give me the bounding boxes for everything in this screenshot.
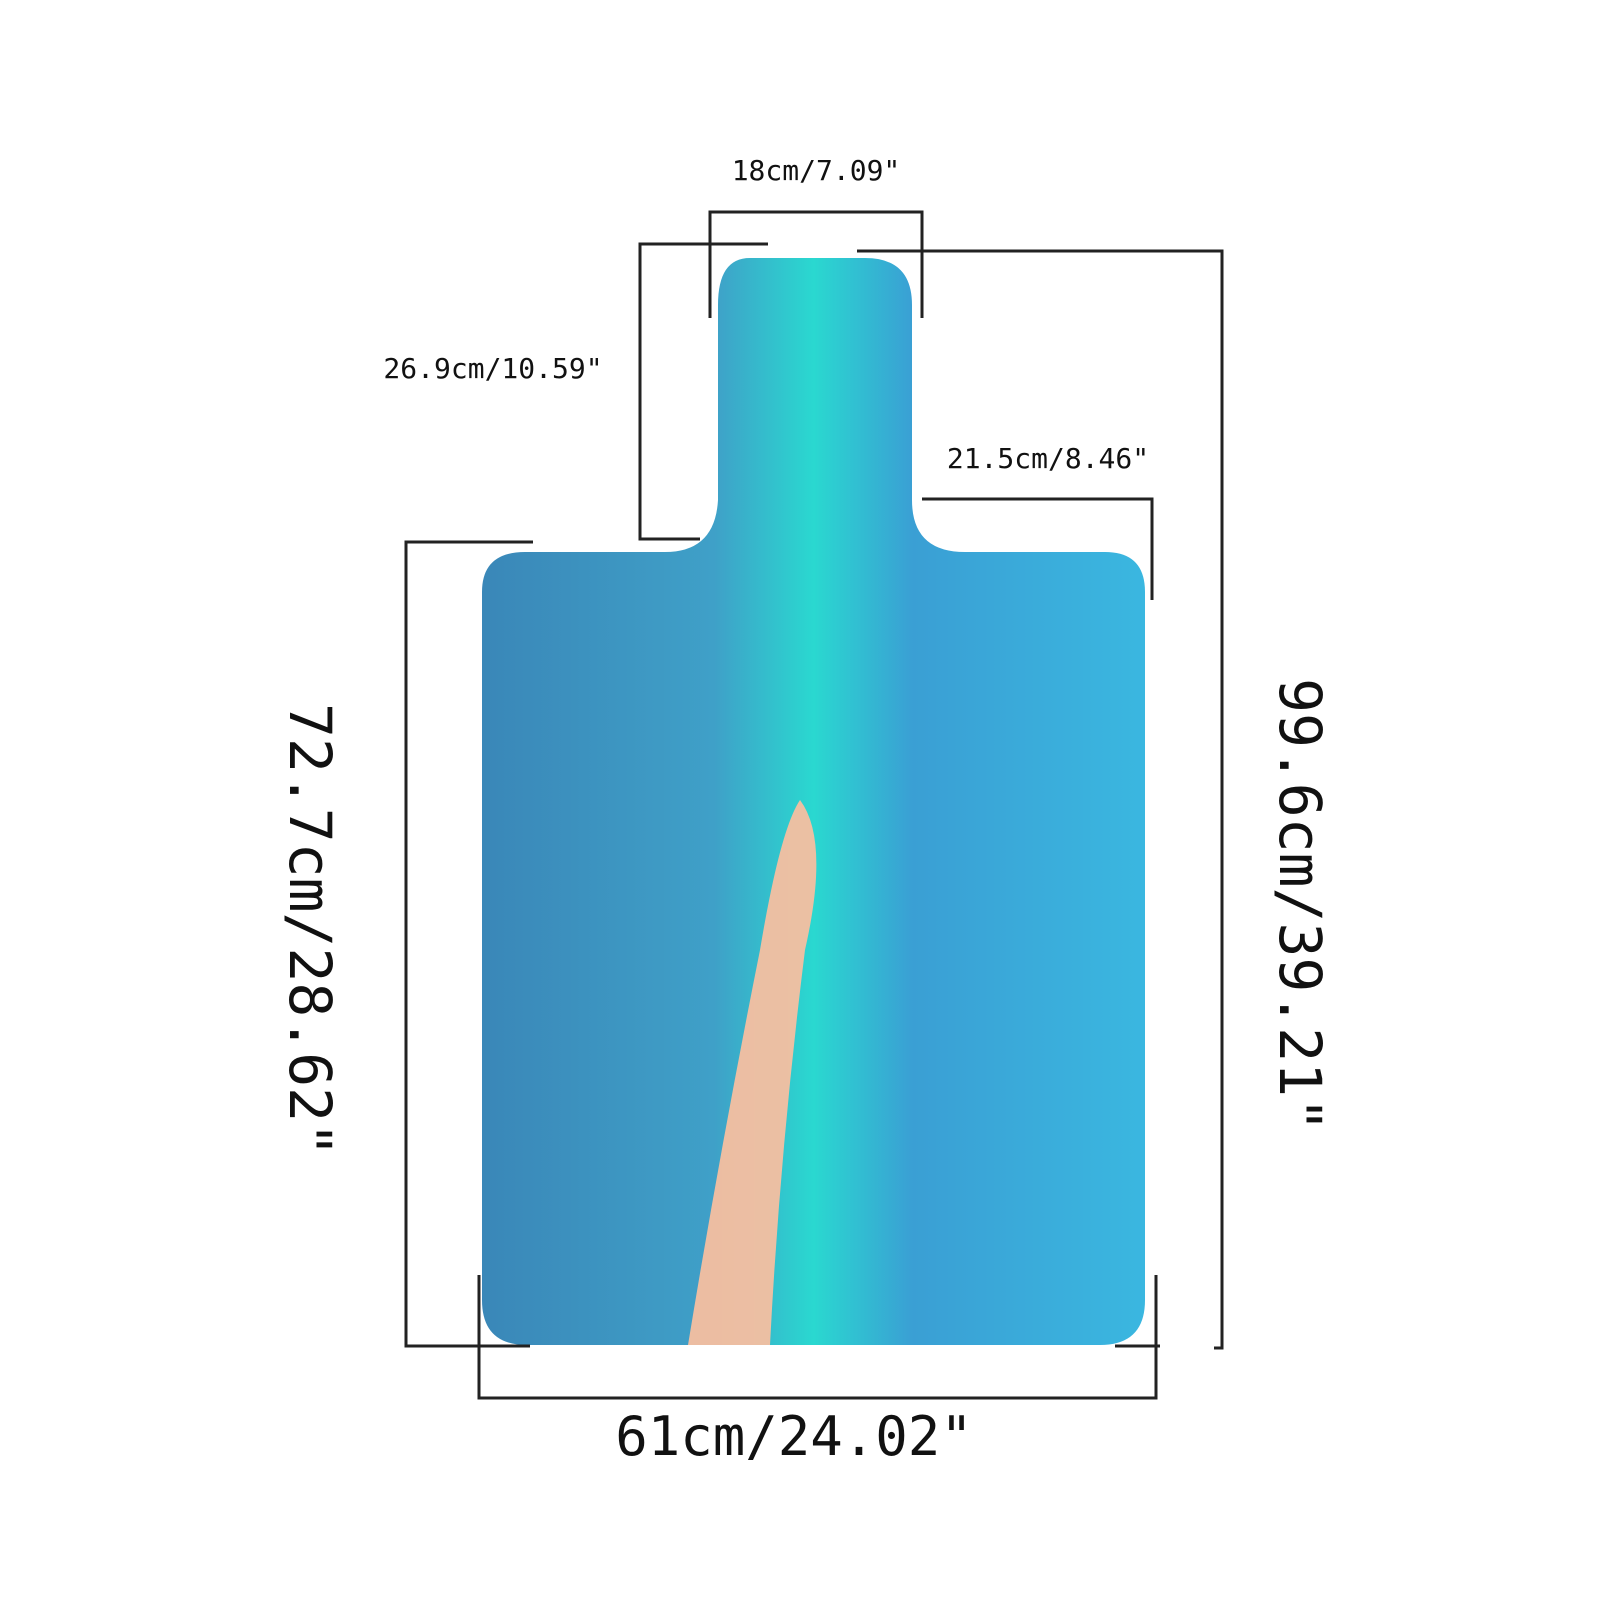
dimension-lines <box>404 210 1224 1400</box>
shoulder-width-label: 21.5cm/8.46" <box>947 442 1149 475</box>
mat-shape <box>482 258 1145 1345</box>
neck-height-label: 26.9cm/10.59" <box>383 352 602 385</box>
mat-highlight <box>688 800 817 1345</box>
body-height-label: 72.7cm/28.62" <box>276 703 344 1157</box>
top-width-label: 18cm/7.09" <box>732 154 901 187</box>
total-height-label: 99.6cm/39.21" <box>1266 678 1334 1132</box>
bottom-width-label: 61cm/24.02" <box>615 1405 973 1468</box>
